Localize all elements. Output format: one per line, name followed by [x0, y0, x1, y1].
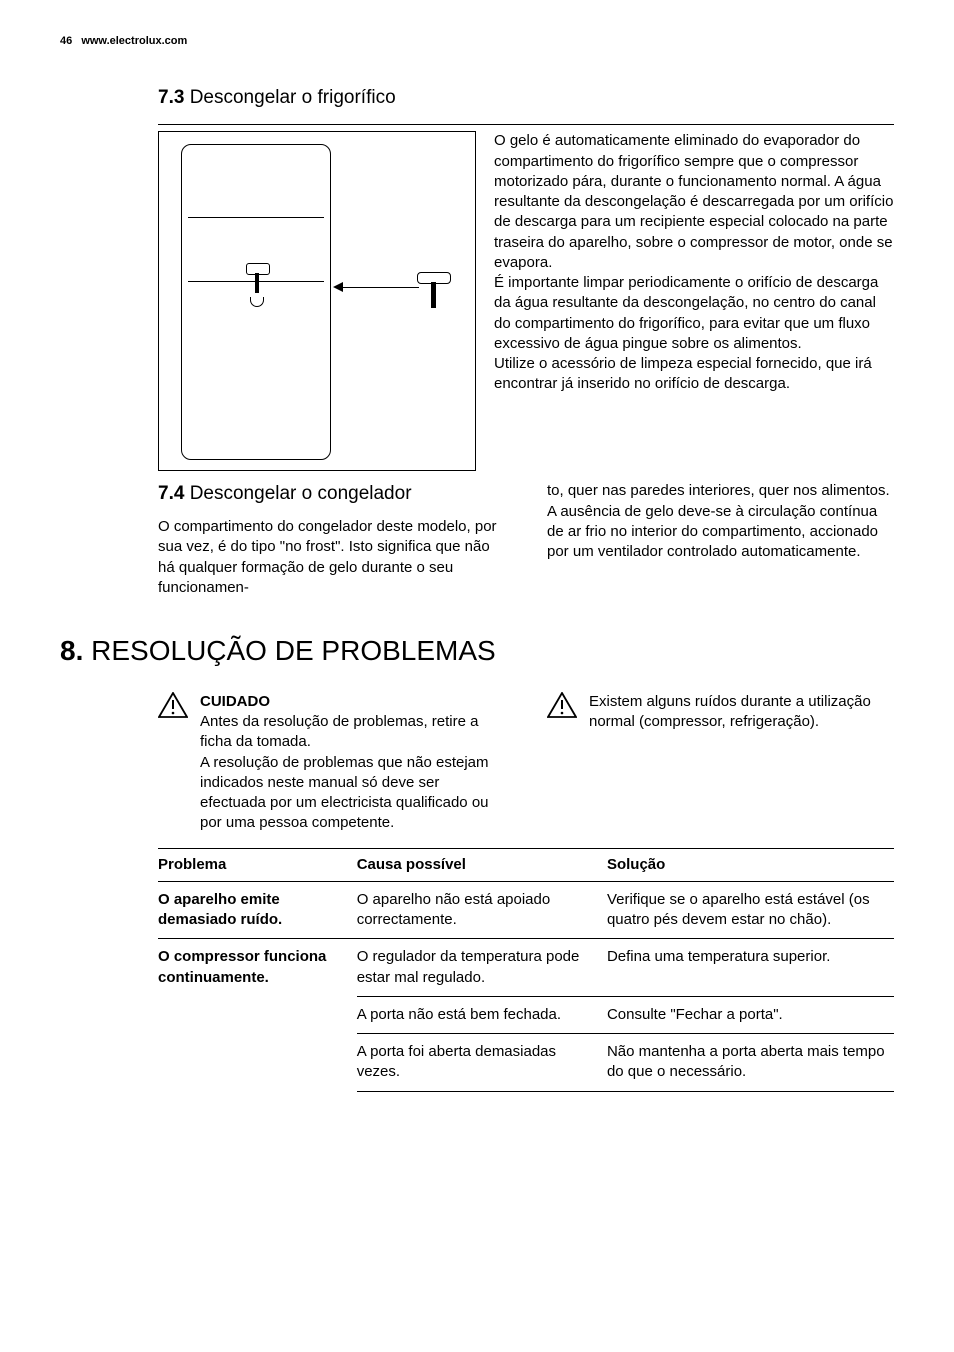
- table-row: A porta não está bem fechada. Consulte "…: [158, 996, 894, 1033]
- warning-icon: [547, 692, 577, 718]
- section-7-3: 7.3 Descongelar o frigorífico: [158, 85, 894, 111]
- page-header: 46 www.electrolux.com: [60, 34, 894, 49]
- cell-cause: A porta não está bem fechada.: [357, 996, 607, 1033]
- warning-cuidado: CUIDADO Antes da resolução de problemas,…: [158, 692, 505, 834]
- warning-noise: Existem alguns ruídos durante a utilizaç…: [547, 692, 894, 834]
- section-7-4: 7.4 Descongelar o congelador O compartim…: [158, 481, 894, 598]
- cell-cause: O aparelho não está apoiado correctament…: [357, 881, 607, 939]
- table-row: O compressor funciona continuamente. O r…: [158, 939, 894, 997]
- section-7-4-left: O compartimento do congelador deste mode…: [158, 517, 505, 598]
- cell-cause: A porta foi aberta demasiadas vezes.: [357, 1034, 607, 1092]
- cell-solution: Verifique se o aparelho está estável (os…: [607, 881, 894, 939]
- col-solution: Solução: [607, 848, 894, 881]
- section-7-3-number: 7.3: [158, 87, 184, 108]
- section-7-3-content: O gelo é automaticamente eliminado do ev…: [158, 131, 894, 471]
- warning-icon: [158, 692, 188, 718]
- warning-1-body: Antes da resolução de problemas, retire …: [200, 712, 505, 834]
- table-row: A porta foi aberta demasiadas vezes. Não…: [158, 1034, 894, 1092]
- table-header-row: Problema Causa possível Solução: [158, 848, 894, 881]
- header-url: www.electrolux.com: [81, 35, 187, 47]
- defrost-diagram: [158, 131, 476, 471]
- cell-problem: O aparelho emite demasiado ruído.: [158, 881, 357, 939]
- section-7-4-heading: 7.4 Descongelar o congelador: [158, 481, 505, 507]
- section-7-4-number: 7.4: [158, 483, 184, 504]
- cell-problem: [158, 1034, 357, 1092]
- divider: [158, 124, 894, 125]
- section-7-3-body: O gelo é automaticamente eliminado do ev…: [494, 131, 894, 471]
- cell-problem: [158, 996, 357, 1033]
- section-7-3-heading: 7.3 Descongelar o frigorífico: [158, 85, 894, 111]
- section-7-4-title: Descongelar o congelador: [190, 483, 412, 504]
- cell-problem: O compressor funciona continuamente.: [158, 939, 357, 997]
- warning-2-body: Existem alguns ruídos durante a utilizaç…: [589, 692, 894, 733]
- troubleshooting-table: Problema Causa possível Solução O aparel…: [158, 848, 894, 1092]
- cell-solution: Defina uma temperatura superior.: [607, 939, 894, 997]
- page-number: 46: [60, 35, 72, 47]
- cell-solution: Não mantenha a porta aberta mais tempo d…: [607, 1034, 894, 1092]
- warnings-row: CUIDADO Antes da resolução de problemas,…: [158, 692, 894, 834]
- section-8-title: RESOLUÇÃO DE PROBLEMAS: [91, 635, 496, 666]
- fridge-outline: [181, 144, 331, 460]
- col-problem: Problema: [158, 848, 357, 881]
- section-8-heading: 8. RESOLUÇÃO DE PROBLEMAS: [60, 632, 894, 670]
- section-8-number: 8.: [60, 635, 83, 666]
- warning-title: CUIDADO: [200, 692, 505, 712]
- section-7-4-right: to, quer nas paredes interiores, quer no…: [547, 481, 894, 562]
- cell-solution: Consulte "Fechar a porta".: [607, 996, 894, 1033]
- table-row: O aparelho emite demasiado ruído. O apar…: [158, 881, 894, 939]
- col-cause: Causa possível: [357, 848, 607, 881]
- section-7-3-title: Descongelar o frigorífico: [190, 87, 396, 108]
- cell-cause: O regulador da temperatura pode estar ma…: [357, 939, 607, 997]
